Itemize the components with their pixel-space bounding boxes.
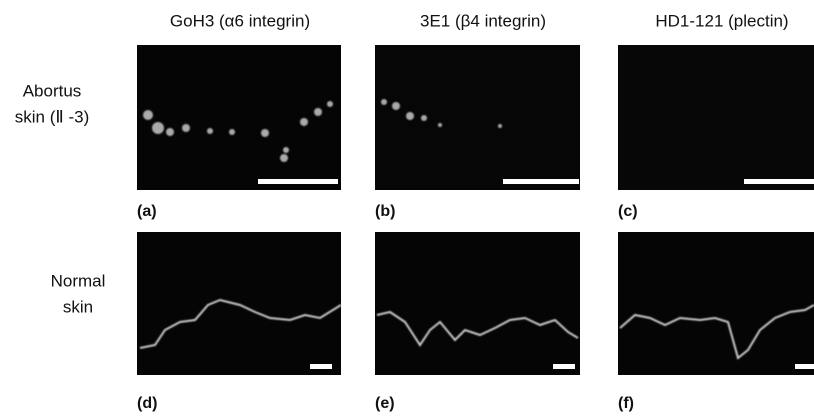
micrograph <box>137 45 341 190</box>
micrograph <box>137 232 341 375</box>
panels <box>137 45 814 375</box>
panel-label: (b) <box>375 203 395 220</box>
row-label: Abortus <box>23 81 82 100</box>
micrograph <box>618 232 814 375</box>
column-header: GoH3 (α6 integrin) <box>170 11 310 30</box>
row-label: skin <box>63 297 93 316</box>
panel-label: (e) <box>375 395 395 412</box>
panel-label: (a) <box>137 203 157 220</box>
panel-label: (c) <box>618 203 638 220</box>
panel-label: (d) <box>137 395 157 412</box>
micrograph <box>375 45 580 190</box>
micrograph <box>375 232 580 375</box>
column-header: 3E1 (β4 integrin) <box>420 11 546 30</box>
panel-label: (f) <box>618 395 634 412</box>
column-header: HD1-121 (plectin) <box>655 11 788 30</box>
row-label: Normal <box>51 271 106 290</box>
figure: GoH3 (α6 integrin) 3E1 (β4 integrin) HD1… <box>0 0 814 419</box>
row-label: skin (Ⅱ -3) <box>15 107 89 126</box>
micrograph <box>618 45 814 190</box>
